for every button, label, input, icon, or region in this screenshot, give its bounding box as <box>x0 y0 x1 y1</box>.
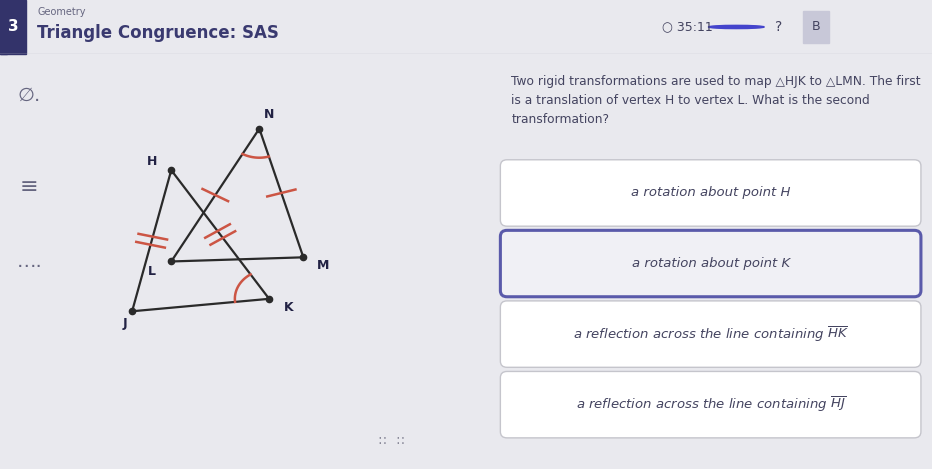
Circle shape <box>708 25 764 29</box>
Text: a reflection across the line containing $\overline{HK}$: a reflection across the line containing … <box>573 325 848 344</box>
Text: N: N <box>264 107 274 121</box>
Text: ?: ? <box>774 20 782 34</box>
Bar <box>0 0 7 54</box>
Text: a rotation about point H: a rotation about point H <box>631 187 790 199</box>
Text: B: B <box>812 21 821 33</box>
FancyBboxPatch shape <box>500 301 921 367</box>
Text: Geometry: Geometry <box>37 7 86 17</box>
FancyBboxPatch shape <box>500 371 921 438</box>
FancyBboxPatch shape <box>500 160 921 226</box>
FancyBboxPatch shape <box>500 230 921 297</box>
Bar <box>803 11 829 43</box>
Text: ….: …. <box>17 252 42 271</box>
Text: 3: 3 <box>7 20 19 34</box>
Bar <box>0 0 26 54</box>
Text: a reflection across the line containing $\overline{HJ}$: a reflection across the line containing … <box>576 395 845 414</box>
Text: J: J <box>122 317 127 330</box>
Text: a rotation about point K: a rotation about point K <box>632 257 789 270</box>
Text: Triangle Congruence: SAS: Triangle Congruence: SAS <box>37 24 280 42</box>
Text: ○ 35:11: ○ 35:11 <box>662 21 712 33</box>
Text: ∅.: ∅. <box>18 86 41 105</box>
Text: ≡: ≡ <box>21 177 38 197</box>
Text: H: H <box>146 155 157 168</box>
Text: K: K <box>284 301 294 314</box>
Text: L: L <box>147 265 156 278</box>
Text: ::  ::: :: :: <box>377 433 405 447</box>
Text: M: M <box>317 259 329 272</box>
Text: Two rigid transformations are used to map △HJK to △LMN. The first
is a translati: Two rigid transformations are used to ma… <box>512 75 921 126</box>
